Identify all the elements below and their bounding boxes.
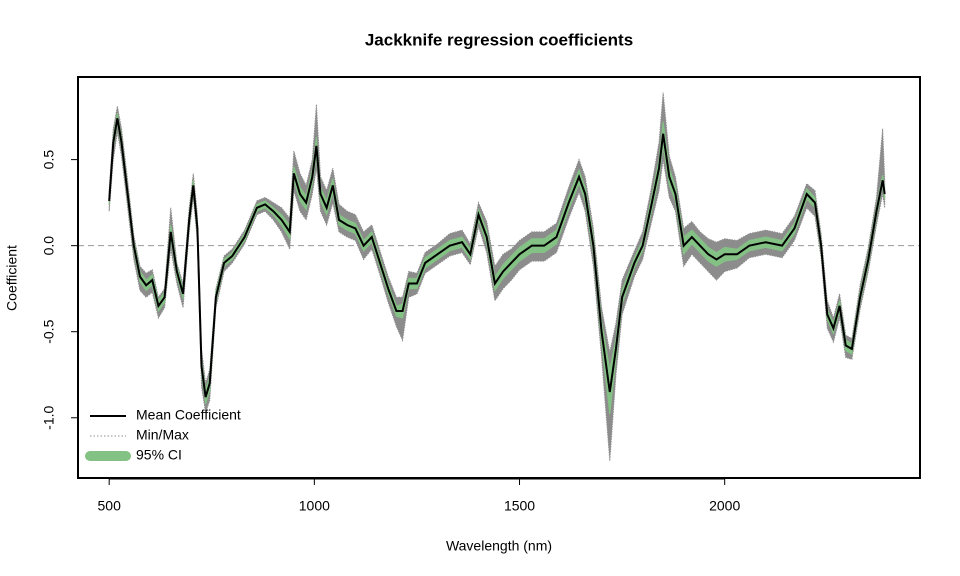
legend-label: 95% CI: [136, 447, 182, 463]
x-tick-label: 1500: [504, 498, 535, 514]
legend-label: Mean Coefficient: [136, 407, 241, 423]
legend-label: Min/Max: [136, 427, 189, 443]
x-tick-label: 1000: [299, 498, 330, 514]
y-tick-label: -1.0: [41, 405, 57, 429]
plot-layer: [78, 92, 920, 461]
x-tick-label: 2000: [709, 498, 740, 514]
y-tick-label: 0.5: [41, 150, 57, 170]
x-axis-label: Wavelength (nm): [446, 538, 552, 554]
chart-title: Jackknife regression coefficients: [365, 30, 633, 49]
mean-line: [108, 118, 886, 398]
x-tick-label: 500: [98, 498, 122, 514]
y-axis-label: Coefficient: [4, 245, 20, 311]
y-tick-label: -0.5: [41, 319, 57, 343]
y-tick-label: 0.0: [41, 236, 57, 256]
